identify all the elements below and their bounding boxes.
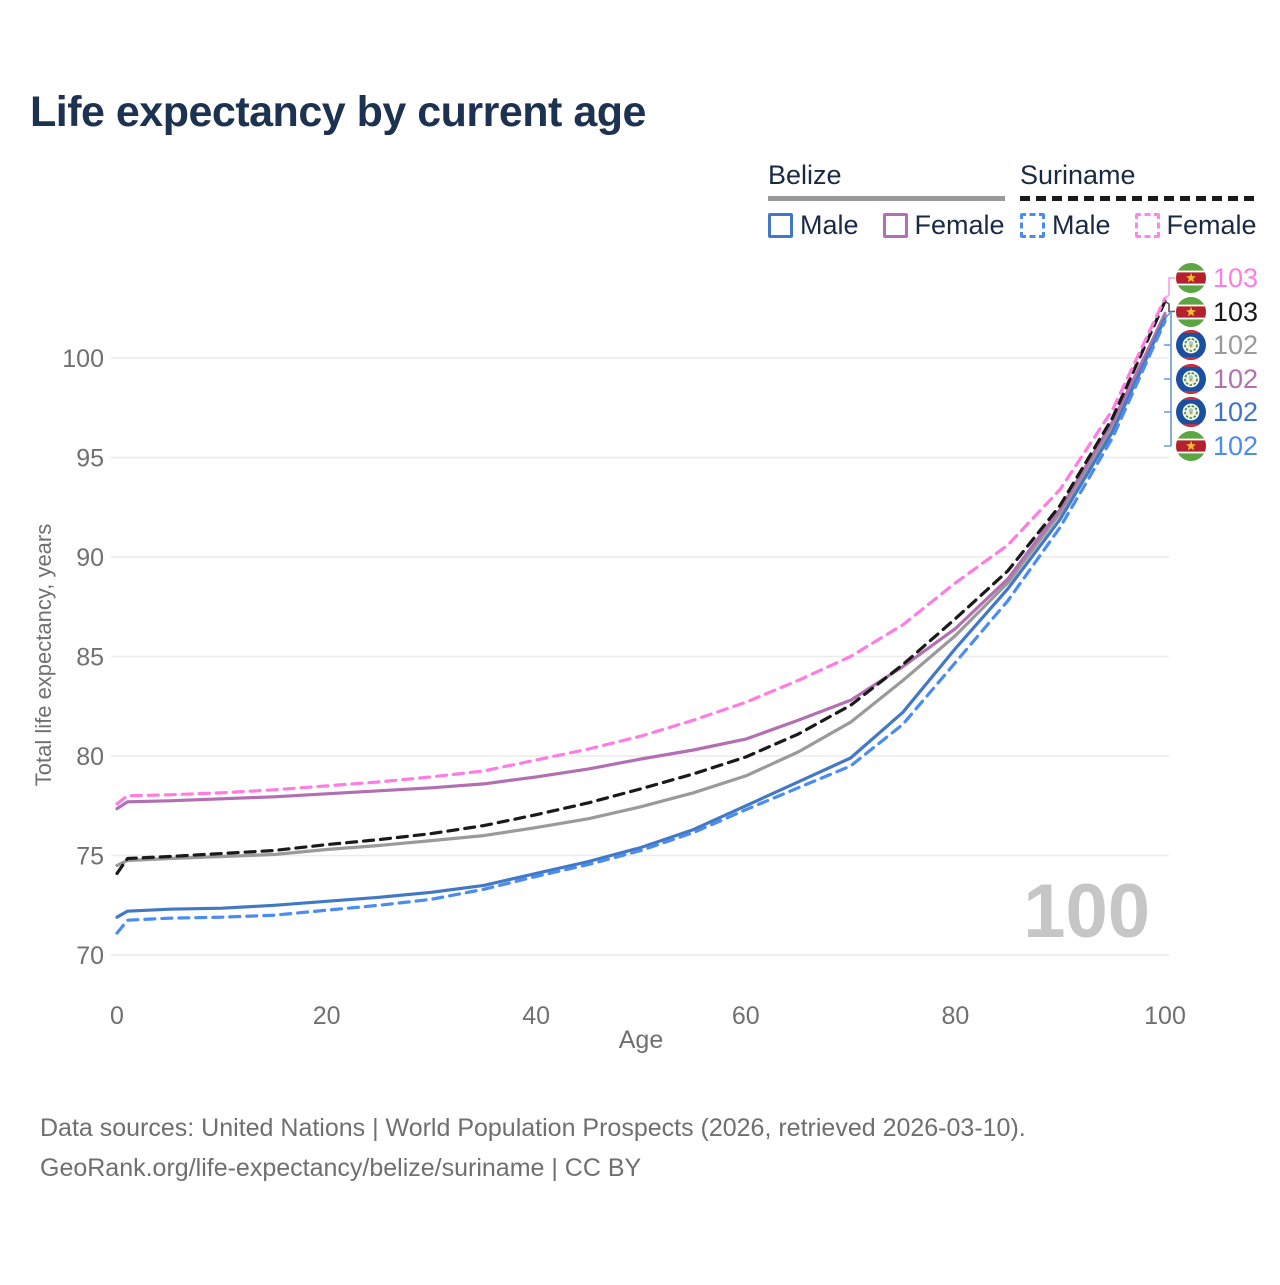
- endpoint-label-belize-female: 102: [1176, 364, 1258, 394]
- endpoint-label-suriname-male: 102: [1176, 431, 1258, 461]
- endpoint-value: 102: [1213, 431, 1259, 461]
- legend-item-suriname-female[interactable]: Female: [1134, 210, 1257, 241]
- x-tick-80: 80: [941, 1002, 969, 1030]
- belize-flag-icon: [1176, 330, 1206, 360]
- series-line-suriname-all: [115, 299, 1167, 876]
- x-axis-title: Age: [618, 1026, 664, 1054]
- suriname-flag-icon: [1176, 263, 1206, 293]
- endpoint-value: 102: [1213, 330, 1259, 360]
- legend-item-belize-male[interactable]: Male: [768, 210, 859, 241]
- belize-flag-icon: [1176, 397, 1206, 427]
- footer: Data sources: United Nations | World Pop…: [40, 1108, 1026, 1188]
- legend-item-suriname-male[interactable]: Male: [1020, 210, 1111, 241]
- x-tick-100: 100: [1144, 1002, 1186, 1030]
- leader-suriname-all: [1164, 300, 1175, 313]
- endpoint-label-suriname-all-: 103: [1176, 296, 1259, 327]
- x-tick-20: 20: [313, 1002, 341, 1030]
- y-tick-90: 90: [76, 544, 104, 572]
- legend-group-title: Belize: [768, 160, 842, 190]
- suriname-flag-icon: [1176, 296, 1206, 327]
- series-line-belize-all: [115, 311, 1167, 868]
- endpoint-value: 103: [1213, 263, 1259, 293]
- legend-line-style-sample-belize: [768, 196, 1005, 201]
- endpoint-label-belize-all-: 102: [1176, 330, 1258, 360]
- y-tick-75: 75: [76, 843, 104, 871]
- footer-sources-line: Data sources: United Nations | World Pop…: [40, 1114, 1026, 1142]
- legend-swatch-belize-female[interactable]: [882, 213, 908, 238]
- endpoint-label-suriname-female: 103: [1176, 263, 1258, 293]
- series-line-suriname-male: [115, 319, 1167, 935]
- x-tick-40: 40: [522, 1002, 550, 1030]
- legend-group-belize: Belize Male Female: [768, 160, 1005, 241]
- belize-flag-icon: [1176, 364, 1206, 394]
- legend-group-suriname: Suriname Male Female: [1020, 160, 1257, 241]
- series-line-suriname-female: [115, 296, 1167, 806]
- age-watermark: 100: [1023, 869, 1150, 954]
- series-line-belize-male: [115, 316, 1167, 919]
- y-tick-80: 80: [76, 743, 104, 771]
- legend-swatch-suriname-female[interactable]: [1134, 213, 1160, 238]
- y-tick-70: 70: [76, 942, 104, 970]
- y-tick-100: 100: [62, 345, 104, 373]
- legend-swatch-belize-male[interactable]: [768, 213, 793, 238]
- leader-bracket-102: [1164, 310, 1172, 447]
- legend: Belize Male Female Suriname Male: [0, 160, 1280, 240]
- leader-suriname-female: [1164, 277, 1175, 299]
- endpoint-value: 102: [1213, 364, 1259, 394]
- legend-group-title: Suriname: [1020, 160, 1136, 190]
- x-tick-60: 60: [732, 1002, 760, 1030]
- y-tick-95: 95: [76, 445, 104, 473]
- y-tick-85: 85: [76, 644, 104, 672]
- legend-line-style-sample-suriname: [1020, 196, 1257, 201]
- series-line-belize-female: [115, 313, 1167, 811]
- legend-swatch-suriname-male[interactable]: [1020, 213, 1045, 238]
- x-tick-0: 0: [110, 1002, 124, 1030]
- endpoint-label-belize-male: 102: [1176, 397, 1258, 427]
- footer-attribution-line: GeoRank.org/life-expectancy/belize/surin…: [40, 1154, 642, 1182]
- endpoint-value: 103: [1213, 296, 1259, 327]
- legend-item-belize-female[interactable]: Female: [882, 210, 1005, 241]
- endpoint-value: 102: [1213, 397, 1259, 427]
- suriname-flag-icon: [1176, 431, 1206, 461]
- y-axis-title: Total life expectancy, years: [31, 523, 56, 787]
- page-title: Life expectancy by current age: [30, 88, 646, 136]
